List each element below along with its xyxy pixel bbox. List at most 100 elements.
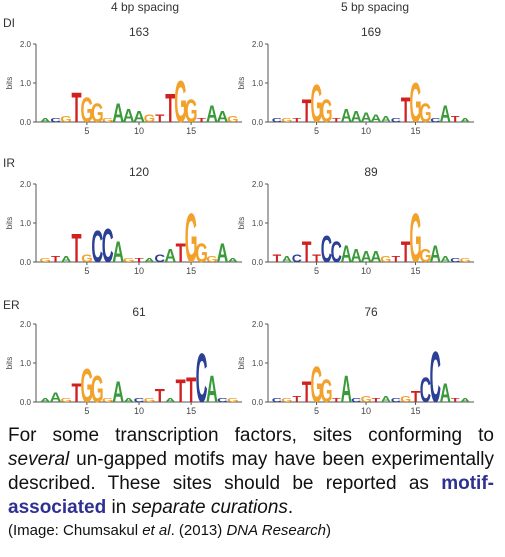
logo-letter: C: [420, 370, 431, 410]
sequence-logo-figure: 4 bp spacing 5 bp spacing DI IR ER 163 2.0 1.0 0…: [3, 0, 474, 419]
logo-letter: A: [440, 378, 451, 409]
logo-letter: G: [81, 358, 94, 413]
logo-letter: A: [350, 109, 362, 126]
y-tick-label: 1.0: [20, 79, 32, 88]
logo-letter-minor: G: [281, 117, 292, 123]
x-tick-label: 5: [84, 406, 89, 416]
credit-journal: DNA Research: [226, 522, 326, 539]
logo-letter: A: [360, 249, 372, 266]
logo-letter: T: [302, 237, 312, 270]
logo-letter-minor: G: [400, 396, 411, 404]
sequence-logo-grid: 4 bp spacing 5 bp spacing DI IR ER 163 2.0 1.0 0…: [3, 0, 474, 419]
logo-letter: C: [321, 229, 332, 271]
logo-letter-minor: T: [372, 397, 381, 403]
logo-letter-minor: G: [227, 115, 239, 124]
logo-letter: T: [401, 90, 411, 130]
y-tick-label: 2.0: [252, 180, 264, 189]
logo-letter: A: [341, 242, 353, 268]
y-tick-label: 0.0: [252, 258, 264, 267]
logo-letter-minor: G: [102, 398, 114, 404]
site-count: 120: [129, 165, 149, 179]
logo-letter-minor: T: [451, 397, 460, 403]
logo-letter-minor: A: [123, 398, 134, 404]
logo-letter: T: [176, 238, 186, 268]
logo-letter-minor: A: [460, 117, 471, 123]
logo-letter: A: [370, 112, 382, 124]
logo-letter-minor: A: [165, 398, 176, 404]
logo-letter: A: [112, 98, 124, 128]
row-label: ER: [3, 298, 20, 312]
logo-letter: A: [50, 390, 62, 405]
logo-letter-minor: A: [381, 396, 391, 404]
x-tick-label: 15: [411, 406, 421, 416]
x-tick-label: 5: [314, 126, 319, 136]
logo-letter-minor: G: [102, 118, 114, 124]
logo-letter: A: [341, 105, 353, 127]
row-label: IR: [3, 156, 15, 170]
logo-letter: G: [311, 357, 323, 414]
logo-letter: G: [195, 238, 208, 268]
logo-letter: A: [133, 108, 145, 126]
logo-letter: G: [410, 70, 422, 134]
logo-letter: C: [102, 218, 114, 273]
logo-letter: G: [185, 199, 198, 277]
logo-letter: T: [71, 84, 81, 132]
site-count: 89: [364, 165, 378, 179]
logo-letter: G: [320, 94, 332, 130]
logo-letter: T: [401, 237, 411, 270]
row-label: DI: [3, 16, 15, 30]
logo-letter-minor: A: [40, 398, 51, 404]
logo-letter-minor: A: [282, 256, 292, 264]
y-tick-label: 1.0: [252, 359, 264, 368]
y-tick-label: 0.0: [252, 398, 264, 407]
credit-et-al: et al: [142, 522, 171, 539]
logo-letter-minor: C: [351, 397, 362, 403]
logo-letter: T: [176, 374, 186, 409]
logo-letter-minor: T: [451, 116, 460, 124]
x-tick-label: 15: [186, 406, 196, 416]
logo-letter-minor: A: [61, 255, 72, 264]
logo-letter: A: [216, 238, 228, 268]
logo-letter-minor: G: [144, 398, 156, 404]
y-tick-label: 0.0: [20, 118, 32, 127]
y-tick-label: 0.0: [252, 118, 264, 127]
logo-letter: C: [196, 339, 208, 417]
x-tick-label: 10: [134, 266, 144, 276]
logo-letter-minor: G: [380, 256, 391, 264]
logo-letter-minor: A: [40, 118, 51, 124]
logo-letter-minor: G: [39, 258, 51, 264]
logo-letter: A: [370, 249, 382, 266]
logo-letter: G: [320, 374, 332, 410]
figure-caption: For some transcription factors, sites co…: [8, 424, 494, 542]
caption-italic-several: several: [8, 449, 70, 470]
x-tick-label: 15: [186, 126, 196, 136]
caption-part-5: in: [106, 497, 132, 518]
x-tick-label: 10: [134, 126, 144, 136]
credit-prefix: (Image: Chumsakul: [8, 522, 143, 539]
x-tick-label: 5: [314, 406, 319, 416]
logo-letter-minor: A: [144, 258, 155, 264]
logo-letter-minor: T: [197, 118, 206, 124]
y-tick-label: 2.0: [20, 40, 32, 49]
y-tick-label: 2.0: [20, 320, 32, 329]
site-count: 76: [364, 305, 378, 319]
logo-letter: A: [360, 111, 372, 126]
y-tick-label: 2.0: [20, 180, 32, 189]
logo-letter: A: [430, 242, 442, 268]
x-tick-label: 15: [411, 266, 421, 276]
logo-letter: A: [164, 245, 176, 266]
image-credit: (Image: Chumsakul et al. (2013) DNA Rese…: [8, 520, 494, 542]
site-count: 163: [129, 25, 149, 39]
logo-letter-minor: T: [332, 397, 341, 403]
logo-letter-minor: C: [50, 118, 61, 124]
logo-letter: G: [311, 74, 323, 134]
logo-letter-minor: T: [292, 117, 301, 123]
caption-part-1: For some transcription factors, sites co…: [8, 425, 494, 446]
logo-letter: A: [440, 102, 452, 128]
y-axis-label: bits: [5, 77, 14, 89]
logo-letter: A: [350, 245, 362, 267]
